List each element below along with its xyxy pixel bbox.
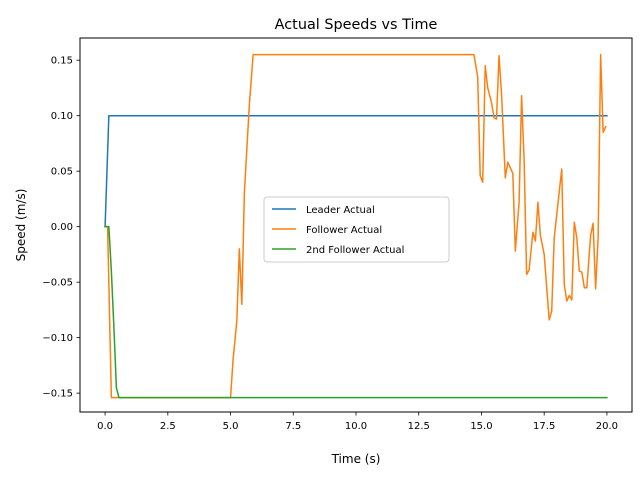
x-axis-label: Time (s) — [331, 452, 381, 466]
y-tick-label: 0.05 — [51, 167, 73, 178]
x-tick-label: 7.5 — [285, 421, 301, 432]
legend-label: Leader Actual — [306, 205, 375, 216]
y-axis: −0.15 −0.10 −0.05 0.00 0.05 0.10 0.15 — [42, 56, 80, 400]
y-axis-label: Speed (m/s) — [14, 189, 28, 262]
y-tick-label: 0.00 — [51, 222, 73, 233]
chart-title: Actual Speeds vs Time — [275, 17, 438, 33]
y-tick-label: −0.15 — [42, 389, 73, 400]
legend-label: Follower Actual — [306, 225, 382, 236]
x-axis: 0.0 2.5 5.0 7.5 10.0 12.5 15.0 17.5 20.0 — [97, 412, 618, 432]
series-line-2 — [104, 53, 607, 399]
x-tick-label: 10.0 — [345, 421, 367, 432]
legend-box — [263, 196, 450, 263]
series-line-1 — [104, 114, 608, 228]
series-line-3 — [104, 225, 608, 399]
x-tick-label: 5.0 — [223, 421, 239, 432]
legend-label: 2nd Follower Actual — [306, 245, 404, 256]
x-tick-label: 2.5 — [160, 421, 176, 432]
x-tick-label: 17.5 — [533, 421, 555, 432]
x-tick-label: 0.0 — [97, 421, 113, 432]
x-tick-label: 12.5 — [408, 421, 430, 432]
legend: Leader Actual Follower Actual 2nd Follower… — [263, 196, 450, 263]
y-tick-label: −0.05 — [42, 278, 73, 289]
plot-content — [104, 53, 608, 399]
x-tick-label: 20.0 — [596, 421, 618, 432]
x-tick-label: 15.0 — [470, 421, 492, 432]
y-tick-label: 0.10 — [51, 111, 73, 122]
y-tick-label: −0.10 — [42, 333, 73, 344]
y-tick-label: 0.15 — [51, 56, 73, 67]
